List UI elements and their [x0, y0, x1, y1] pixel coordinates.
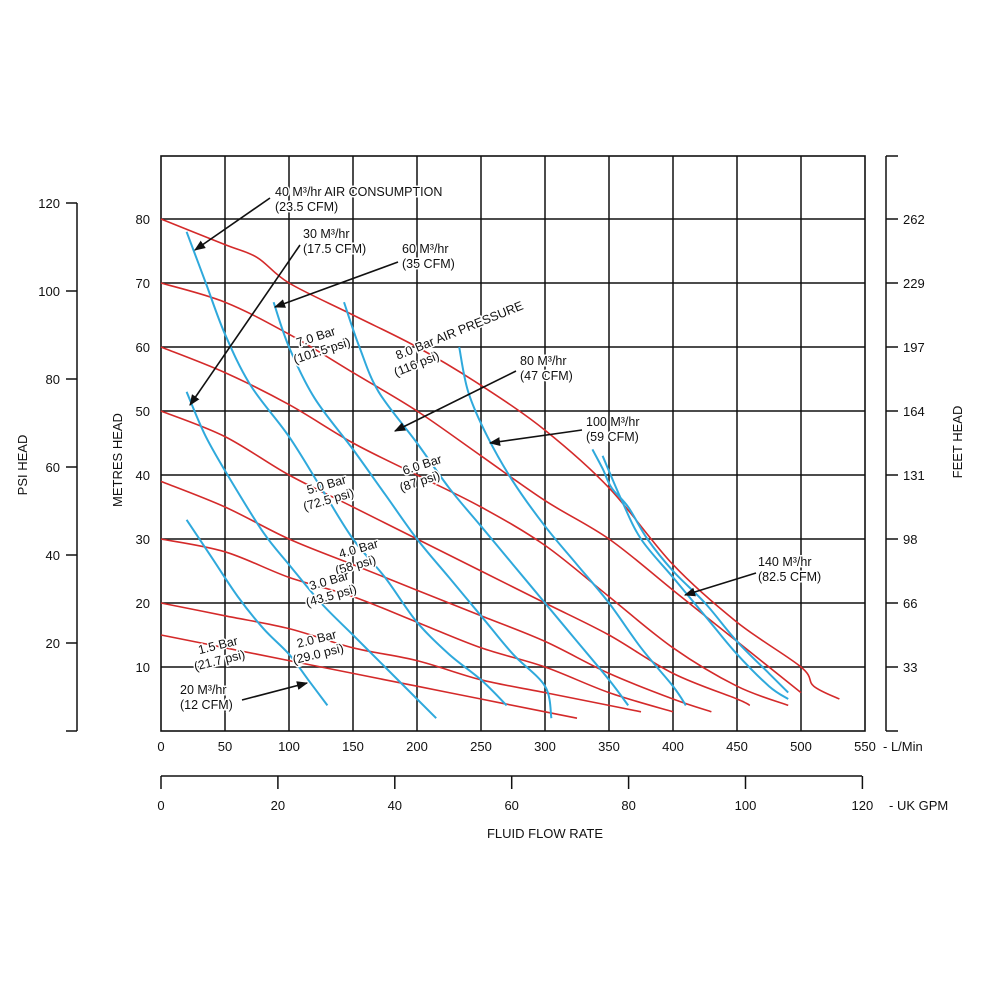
consumption-label-cfm: (82.5 CFM) [758, 570, 821, 584]
air-consumption-curves [185, 231, 789, 719]
callout-arrow [393, 370, 517, 432]
callout-arrow [273, 261, 399, 308]
air-consumption-curve [185, 391, 437, 719]
x-tick-label-lmin: 250 [470, 739, 492, 754]
gpm-tick-label: 60 [504, 798, 518, 813]
x-unit-secondary: - UK GPM [889, 798, 948, 813]
consumption-label-value: 100 M³/hr [586, 415, 640, 429]
x-tick-label-lmin: 100 [278, 739, 300, 754]
consumption-label-value: 140 M³/hr [758, 555, 812, 569]
curve-labels: 8.0 Bar AIR PRESSURE(116 psi) 7.0 Bar(101… [179, 184, 823, 714]
x-axis-title: FLUID FLOW RATE [487, 826, 603, 841]
pressure-label: 6.0 Bar(87 psi) [396, 451, 445, 497]
consumption-label-value: 60 M³/hr [402, 242, 449, 256]
air-pressure-curve [160, 282, 802, 694]
plot-frame [160, 155, 866, 732]
psi-tick-label: 80 [46, 372, 60, 387]
feet-tick-label: 66 [903, 596, 917, 611]
air-pressure-curve [160, 410, 751, 707]
consumption-label-cfm: (23.5 CFM) [275, 200, 338, 214]
feet-tick-label: 262 [903, 212, 925, 227]
feet-tick-label: 197 [903, 340, 925, 355]
callout-arrows [189, 197, 757, 701]
gpm-tick-label: 40 [388, 798, 402, 813]
consumption-label-cfm: (47 CFM) [520, 369, 573, 383]
x-tick-label-lmin: 150 [342, 739, 364, 754]
y-tick-label-metres: 30 [136, 532, 150, 547]
x-tick-label-lmin: 400 [662, 739, 684, 754]
x-tick-label-lmin: 300 [534, 739, 556, 754]
callout-arrow [241, 681, 309, 701]
air-consumption-curve [185, 231, 508, 707]
y-axis-title-metres: METRES HEAD [110, 413, 125, 507]
x-tick-label-lmin: 350 [598, 739, 620, 754]
gpm-tick-label: 20 [271, 798, 285, 813]
pressure-label: 7.0 Bar(101.5 psi) [290, 323, 353, 369]
gpm-tick-label: 80 [621, 798, 635, 813]
pressure-label: 5.0 Bar(72.5 psi) [300, 471, 357, 515]
x-tick-label-lmin: 50 [218, 739, 232, 754]
psi-tick-label: 40 [46, 548, 60, 563]
feet-tick-label: 98 [903, 532, 917, 547]
y-tick-label-metres: 80 [136, 212, 150, 227]
feet-tick-label: 33 [903, 660, 917, 675]
air-pressure-curves [160, 218, 840, 719]
air-pressure-curve [160, 602, 642, 713]
pressure-label: 2.0 Bar(29.0 psi) [290, 626, 347, 669]
consumption-label-value: 40 M³/hr AIR CONSUMPTION [275, 185, 442, 199]
air-consumption-curve [601, 455, 789, 700]
air-consumption-curve [343, 301, 630, 706]
grid-lines [160, 155, 866, 732]
callout-arrow [189, 244, 301, 406]
consumption-label-value: 80 M³/hr [520, 354, 567, 368]
x-tick-label-lmin: 200 [406, 739, 428, 754]
x-tick-label-lmin: 450 [726, 739, 748, 754]
callout-arrow [194, 197, 271, 251]
consumption-label-value: 20 M³/hr [180, 683, 227, 697]
y-tick-label-metres: 40 [136, 468, 150, 483]
feet-tick-label: 131 [903, 468, 925, 483]
y-tick-label-metres: 20 [136, 596, 150, 611]
air-consumption-curve [591, 448, 789, 694]
x-unit-primary: - L/Min [883, 739, 923, 754]
y-tick-label-metres: 50 [136, 404, 150, 419]
y-tick-label-metres: 10 [136, 660, 150, 675]
air-pressure-curve [160, 218, 840, 700]
psi-tick-label: 120 [38, 196, 60, 211]
consumption-label-value: 30 M³/hr [303, 227, 350, 241]
consumption-label-cfm: (12 CFM) [180, 698, 233, 712]
psi-tick-label: 60 [46, 460, 60, 475]
psi-tick-label: 100 [38, 284, 60, 299]
y-axis-title-psi: PSI HEAD [15, 435, 30, 496]
consumption-label-cfm: (17.5 CFM) [303, 242, 366, 256]
gpm-tick-label: 0 [157, 798, 164, 813]
psi-tick-label: 20 [46, 636, 60, 651]
air-pressure-curve [160, 634, 578, 719]
callout-arrow [683, 572, 757, 597]
pressure-label: 8.0 Bar AIR PRESSURE(116 psi) [390, 297, 526, 381]
air-consumption-curve [185, 519, 329, 706]
feet-tick-label: 164 [903, 404, 925, 419]
air-pressure-curve [160, 346, 789, 707]
consumption-label-cfm: (35 CFM) [402, 257, 455, 271]
x-tick-label-lmin: 500 [790, 739, 812, 754]
y-tick-label-metres: 60 [136, 340, 150, 355]
x-tick-label-lmin: 0 [157, 739, 164, 754]
x-tick-label-lmin: 550 [854, 739, 876, 754]
air-consumption-curve [458, 346, 687, 706]
callout-arrow [488, 429, 583, 447]
gpm-tick-label: 100 [735, 798, 757, 813]
feet-tick-label: 229 [903, 276, 925, 291]
gpm-tick-label: 120 [852, 798, 874, 813]
y-axis-title-feet: FEET HEAD [950, 406, 965, 479]
y-tick-label-metres: 70 [136, 276, 150, 291]
air-consumption-curve [272, 301, 553, 719]
consumption-label-cfm: (59 CFM) [586, 430, 639, 444]
